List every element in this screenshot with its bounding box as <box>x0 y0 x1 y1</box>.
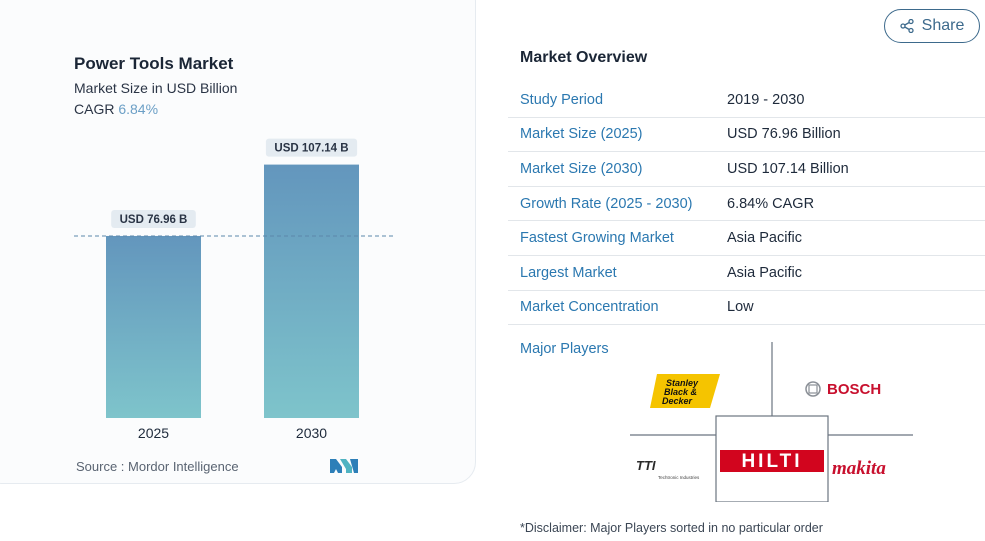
cagr-label: CAGR <box>74 101 115 117</box>
makita-logo: makita <box>832 458 886 479</box>
overview-row-value: Asia Pacific <box>727 230 802 247</box>
major-players-grid: Stanley Black & Decker BOSCH TTI Techtro… <box>630 342 913 502</box>
svg-text:HILTI: HILTI <box>741 451 802 472</box>
stanley-black-decker-logo: Stanley Black & Decker <box>650 374 720 408</box>
x-tick-label: 2030 <box>296 425 327 441</box>
overview-row-label[interactable]: Market Size (2025) <box>520 126 643 143</box>
bosch-logo: BOSCH <box>805 381 881 398</box>
svg-text:Techtronic Industries: Techtronic Industries <box>658 475 700 480</box>
overview-row: Largest Market Asia Pacific <box>508 256 985 291</box>
overview-row-value: Asia Pacific <box>727 264 802 281</box>
overview-row-value: USD 76.96 Billion <box>727 126 841 143</box>
cagr-value: 6.84% <box>118 101 159 117</box>
chart-title: Power Tools Market <box>74 54 234 73</box>
overview-row: Market Size (2025) USD 76.96 Billion <box>508 118 985 153</box>
overview-title: Market Overview <box>520 49 648 66</box>
tti-logo: TTI Techtronic Industries <box>636 458 700 480</box>
data-label: USD 76.96 B <box>120 214 188 226</box>
mordor-logo-icon <box>330 459 358 473</box>
overview-row: Market Size (2030) USD 107.14 Billion <box>508 152 985 187</box>
data-label: USD 107.14 B <box>274 143 348 155</box>
overview-row-label[interactable]: Study Period <box>520 91 604 108</box>
overview-row-label[interactable]: Largest Market <box>520 264 617 281</box>
hilti-logo: HILTI <box>720 450 824 472</box>
overview-row-value: 6.84% CAGR <box>727 195 815 212</box>
data-label-bg <box>111 209 196 228</box>
overview-row-value: 2019 - 2030 <box>727 91 805 108</box>
data-label-bg <box>265 138 358 157</box>
share-icon <box>899 19 914 33</box>
overview-row-label[interactable]: Growth Rate (2025 - 2030) <box>520 195 693 212</box>
major-players-label: Major Players <box>520 341 609 357</box>
overview-row: Fastest Growing Market Asia Pacific <box>508 221 985 256</box>
overview-row: Growth Rate (2025 - 2030) 6.84% CAGR <box>508 187 985 222</box>
stanley-logo-text: Decker <box>662 396 693 406</box>
overview-row-label[interactable]: Market Concentration <box>520 299 659 316</box>
overview-row: Study Period 2019 - 2030 <box>508 83 985 118</box>
bar-2030 <box>264 164 359 418</box>
svg-text:BOSCH: BOSCH <box>827 381 881 398</box>
bar-2025 <box>106 235 201 418</box>
share-label: Share <box>921 17 965 34</box>
stanley-logo-text: Stanley <box>666 378 699 388</box>
overview-table: Study Period 2019 - 2030 Market Size (2025… <box>508 83 985 326</box>
bar-chart: USD 76.96 B 2025 USD 107.14 B 2030 <box>74 138 395 441</box>
overview-row: Market Concentration Low <box>508 291 985 326</box>
x-tick-label: 2025 <box>138 425 169 441</box>
chart-card <box>0 0 476 484</box>
svg-text:makita: makita <box>832 458 886 479</box>
svg-text:TTI: TTI <box>636 458 656 473</box>
stanley-logo-text: Black & <box>664 387 697 397</box>
overview-row-value: USD 107.14 Billion <box>727 160 849 177</box>
overview-row-label[interactable]: Fastest Growing Market <box>520 230 674 247</box>
disclaimer: *Disclaimer: Major Players sorted in no … <box>520 521 823 535</box>
chart-subtitle: Market Size in USD Billion <box>74 80 238 96</box>
chart-source: Source : Mordor Intelligence <box>76 459 239 474</box>
overview-row-label[interactable]: Market Size (2030) <box>520 160 643 177</box>
overview-row-value: Low <box>727 299 754 316</box>
share-button[interactable]: Share <box>884 9 980 43</box>
chart-cagr: CAGR 6.84% <box>74 101 158 117</box>
